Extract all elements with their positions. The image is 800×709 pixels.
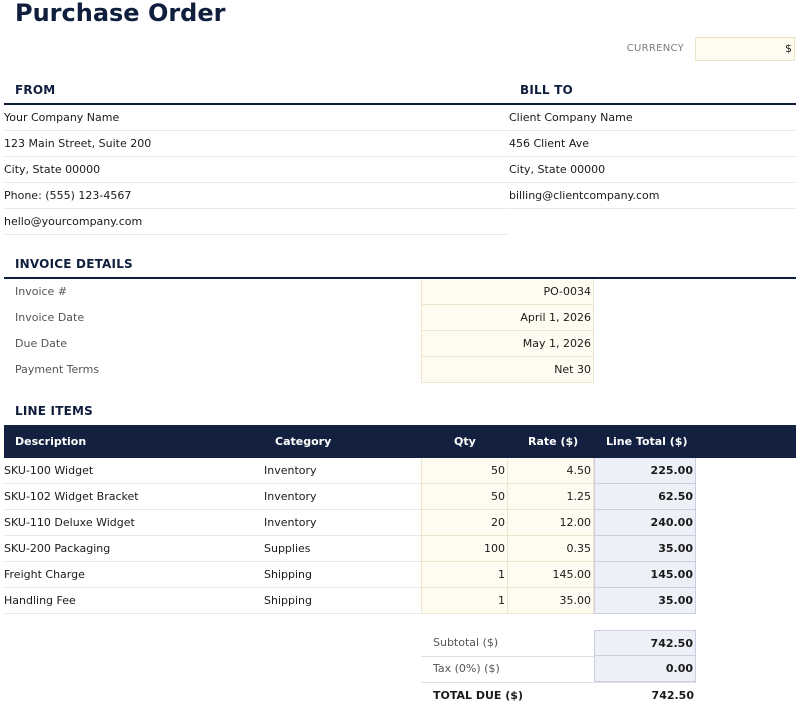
item-category[interactable]: Inventory — [264, 464, 317, 477]
table-row: SKU-102 Widget Bracket Inventory 50 1.25… — [4, 484, 796, 510]
rate-cell[interactable]: 35.00 — [508, 588, 594, 614]
from-line: 123 Main Street, Suite 200 — [4, 131, 508, 157]
invoice-details-divider — [4, 277, 796, 279]
invoice-details-heading: INVOICE DETAILS — [15, 257, 133, 271]
rate-cell[interactable]: 0.35 — [508, 536, 594, 562]
bill-to-line: 456 Client Ave — [509, 131, 796, 157]
from-line: Your Company Name — [4, 105, 508, 131]
invoice-date-label: Invoice Date — [15, 311, 85, 324]
subtotal-value: 742.50 — [594, 630, 696, 656]
total-due-value: 742.50 — [651, 689, 694, 702]
due-date-field[interactable]: May 1, 2026 — [421, 331, 594, 357]
line-items-heading: LINE ITEMS — [15, 404, 93, 418]
qty-cell[interactable]: 50 — [421, 484, 508, 510]
column-header-qty: Qty — [454, 435, 476, 448]
line-total-cell: 225.00 — [594, 458, 696, 484]
item-category[interactable]: Inventory — [264, 490, 317, 503]
item-category[interactable]: Shipping — [264, 568, 312, 581]
invoice-number-field[interactable]: PO-0034 — [421, 279, 594, 305]
invoice-number-label: Invoice # — [15, 285, 68, 298]
line-total-cell: 35.00 — [594, 588, 696, 614]
item-description[interactable]: SKU-200 Packaging — [4, 542, 111, 555]
line-total-cell: 240.00 — [594, 510, 696, 536]
description-category-cell: SKU-200 Packaging Supplies — [4, 536, 421, 562]
payment-terms-field[interactable]: Net 30 — [421, 357, 594, 383]
from-heading: FROM — [15, 83, 56, 97]
rate-cell[interactable]: 12.00 — [508, 510, 594, 536]
from-line: City, State 00000 — [4, 157, 508, 183]
total-due-label: TOTAL DUE ($) — [433, 689, 523, 702]
item-description[interactable]: Handling Fee — [4, 594, 76, 607]
item-category[interactable]: Supplies — [264, 542, 311, 555]
column-header-line-total: Line Total ($) — [606, 435, 688, 448]
qty-cell[interactable]: 50 — [421, 458, 508, 484]
table-row: SKU-200 Packaging Supplies 100 0.35 35.0… — [4, 536, 796, 562]
description-category-cell: SKU-100 Widget Inventory — [4, 458, 421, 484]
subtotal-label: Subtotal ($) — [433, 636, 499, 649]
table-row: SKU-100 Widget Inventory 50 4.50 225.00 — [4, 458, 796, 484]
item-description[interactable]: Freight Charge — [4, 568, 85, 581]
item-category[interactable]: Inventory — [264, 516, 317, 529]
column-header-rate: Rate ($) — [528, 435, 579, 448]
item-description[interactable]: SKU-110 Deluxe Widget — [4, 516, 135, 529]
table-row: Freight Charge Shipping 1 145.00 145.00 — [4, 562, 796, 588]
page-title: Purchase Order — [15, 0, 226, 27]
qty-cell[interactable]: 1 — [421, 562, 508, 588]
bill-to-heading: BILL TO — [520, 83, 573, 97]
qty-cell[interactable]: 100 — [421, 536, 508, 562]
item-category[interactable]: Shipping — [264, 594, 312, 607]
rate-cell[interactable]: 145.00 — [508, 562, 594, 588]
from-line: Phone: (555) 123-4567 — [4, 183, 508, 209]
line-total-cell: 35.00 — [594, 536, 696, 562]
description-category-cell: SKU-110 Deluxe Widget Inventory — [4, 510, 421, 536]
from-line: hello@yourcompany.com — [4, 209, 508, 235]
description-category-cell: Freight Charge Shipping — [4, 562, 421, 588]
tax-label: Tax (0%) ($) — [433, 662, 500, 675]
description-category-cell: SKU-102 Widget Bracket Inventory — [4, 484, 421, 510]
currency-field[interactable]: $ — [695, 37, 795, 61]
table-row: SKU-110 Deluxe Widget Inventory 20 12.00… — [4, 510, 796, 536]
rate-cell[interactable]: 4.50 — [508, 458, 594, 484]
payment-terms-label: Payment Terms — [15, 363, 100, 376]
summary-divider — [421, 682, 696, 683]
qty-cell[interactable]: 1 — [421, 588, 508, 614]
bill-to-line: City, State 00000 — [509, 157, 796, 183]
line-total-cell: 62.50 — [594, 484, 696, 510]
rate-cell[interactable]: 1.25 — [508, 484, 594, 510]
invoice-date-field[interactable]: April 1, 2026 — [421, 305, 594, 331]
column-header-description: Description — [15, 435, 87, 448]
table-row: Handling Fee Shipping 1 35.00 35.00 — [4, 588, 796, 614]
line-total-cell: 145.00 — [594, 562, 696, 588]
line-items-header: Description Category Qty Rate ($) Line T… — [4, 425, 796, 458]
address-divider — [4, 103, 796, 105]
currency-label: CURRENCY — [626, 43, 684, 54]
tax-value: 0.00 — [594, 656, 696, 682]
item-description[interactable]: SKU-100 Widget — [4, 464, 94, 477]
item-description[interactable]: SKU-102 Widget Bracket — [4, 490, 139, 503]
description-category-cell: Handling Fee Shipping — [4, 588, 421, 614]
bill-to-line: Client Company Name — [509, 105, 796, 131]
summary-divider — [421, 656, 696, 657]
due-date-label: Due Date — [15, 337, 67, 350]
qty-cell[interactable]: 20 — [421, 510, 508, 536]
bill-to-line: billing@clientcompany.com — [509, 183, 796, 209]
column-header-category: Category — [275, 435, 332, 448]
